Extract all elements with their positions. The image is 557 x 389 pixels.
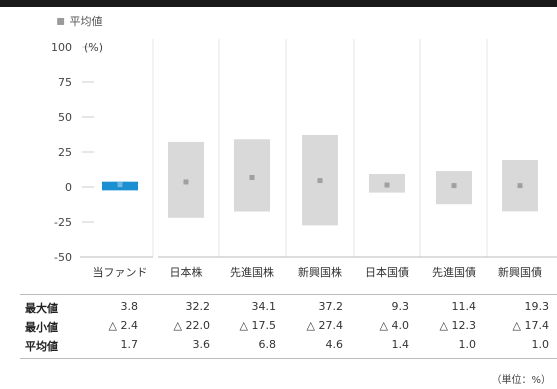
x-category-label: 日本株 bbox=[170, 265, 203, 279]
stats-cell: 1.0 bbox=[458, 338, 477, 351]
stats-cell: 9.3 bbox=[391, 300, 410, 313]
stats-cell: △ 17.5 bbox=[239, 319, 276, 332]
stats-cell: △ 12.3 bbox=[439, 319, 476, 332]
legend-label: 平均値 bbox=[69, 15, 103, 28]
x-category-label: 当ファンド bbox=[93, 265, 148, 279]
stats-row-label: 最小値 bbox=[25, 321, 58, 334]
mean-marker bbox=[451, 183, 457, 189]
stats-cell: 37.2 bbox=[318, 300, 344, 313]
stats-cell: 34.1 bbox=[251, 300, 277, 313]
y-tick-label: 50 bbox=[58, 111, 72, 124]
stats-row: 平均値 1.7 3.6 6.8 4.6 1.4 1.0 1.0 bbox=[0, 338, 557, 356]
range-chart: 100 75 50 25 0 -25 -50 (%) 当ファンド 日本株 先進国株 新興国株 日本国債 先… bbox=[51, 39, 557, 279]
stats-cell: 4.6 bbox=[325, 338, 344, 351]
top-banner-strip bbox=[0, 0, 557, 7]
y-tick-label: 100 bbox=[51, 41, 72, 54]
y-axis-unit: (%) bbox=[84, 41, 103, 54]
stats-cell: △ 22.0 bbox=[173, 319, 210, 332]
x-category-label: 先進国債 bbox=[432, 265, 476, 279]
mean-marker bbox=[517, 183, 523, 189]
y-tick-label: 0 bbox=[65, 181, 72, 194]
stats-cell: △ 2.4 bbox=[108, 319, 138, 332]
stats-cell: 1.0 bbox=[531, 338, 550, 351]
mean-marker bbox=[117, 182, 123, 188]
stats-row: 最大値 3.8 32.2 34.1 37.2 9.3 11.4 19.3 bbox=[0, 300, 557, 318]
x-category-label: 新興国債 bbox=[498, 265, 542, 279]
stats-cell: △ 27.4 bbox=[306, 319, 343, 332]
stats-cell: △ 4.0 bbox=[379, 319, 409, 332]
stats-cell: 19.3 bbox=[524, 300, 550, 313]
x-category-label: 先進国株 bbox=[230, 265, 274, 279]
y-tick-label: -25 bbox=[54, 216, 72, 229]
stats-cell: △ 17.4 bbox=[512, 319, 549, 332]
mean-marker bbox=[249, 174, 255, 180]
stats-cell: 11.4 bbox=[451, 300, 477, 313]
table-bottom-rule bbox=[20, 358, 557, 359]
stats-cell: 6.8 bbox=[258, 338, 277, 351]
mean-marker bbox=[183, 179, 189, 185]
unit-note: （単位：%） bbox=[491, 375, 551, 386]
y-tick-label: 75 bbox=[58, 76, 72, 89]
legend: ▪ 平均値 bbox=[56, 13, 103, 29]
stats-row-label: 最大値 bbox=[25, 302, 58, 315]
table-top-rule bbox=[20, 294, 557, 295]
stats-cell: 3.8 bbox=[120, 300, 139, 313]
mean-marker bbox=[317, 178, 323, 184]
stats-cell: 1.4 bbox=[391, 338, 410, 351]
y-tick-label: 25 bbox=[58, 146, 72, 159]
stats-cell: 1.7 bbox=[120, 338, 139, 351]
x-category-label: 日本国債 bbox=[365, 265, 409, 279]
stats-cell: 32.2 bbox=[185, 300, 211, 313]
mean-marker-icon: ▪ bbox=[56, 12, 66, 29]
y-tick-label: -50 bbox=[54, 251, 72, 264]
stats-cell: 3.6 bbox=[192, 338, 211, 351]
x-category-label: 新興国株 bbox=[298, 265, 342, 279]
mean-marker bbox=[384, 182, 390, 188]
stats-row: 最小値 △ 2.4 △ 22.0 △ 17.5 △ 27.4 △ 4.0 △ 12.3 △ 1… bbox=[0, 319, 557, 337]
stats-row-label: 平均値 bbox=[25, 340, 58, 353]
